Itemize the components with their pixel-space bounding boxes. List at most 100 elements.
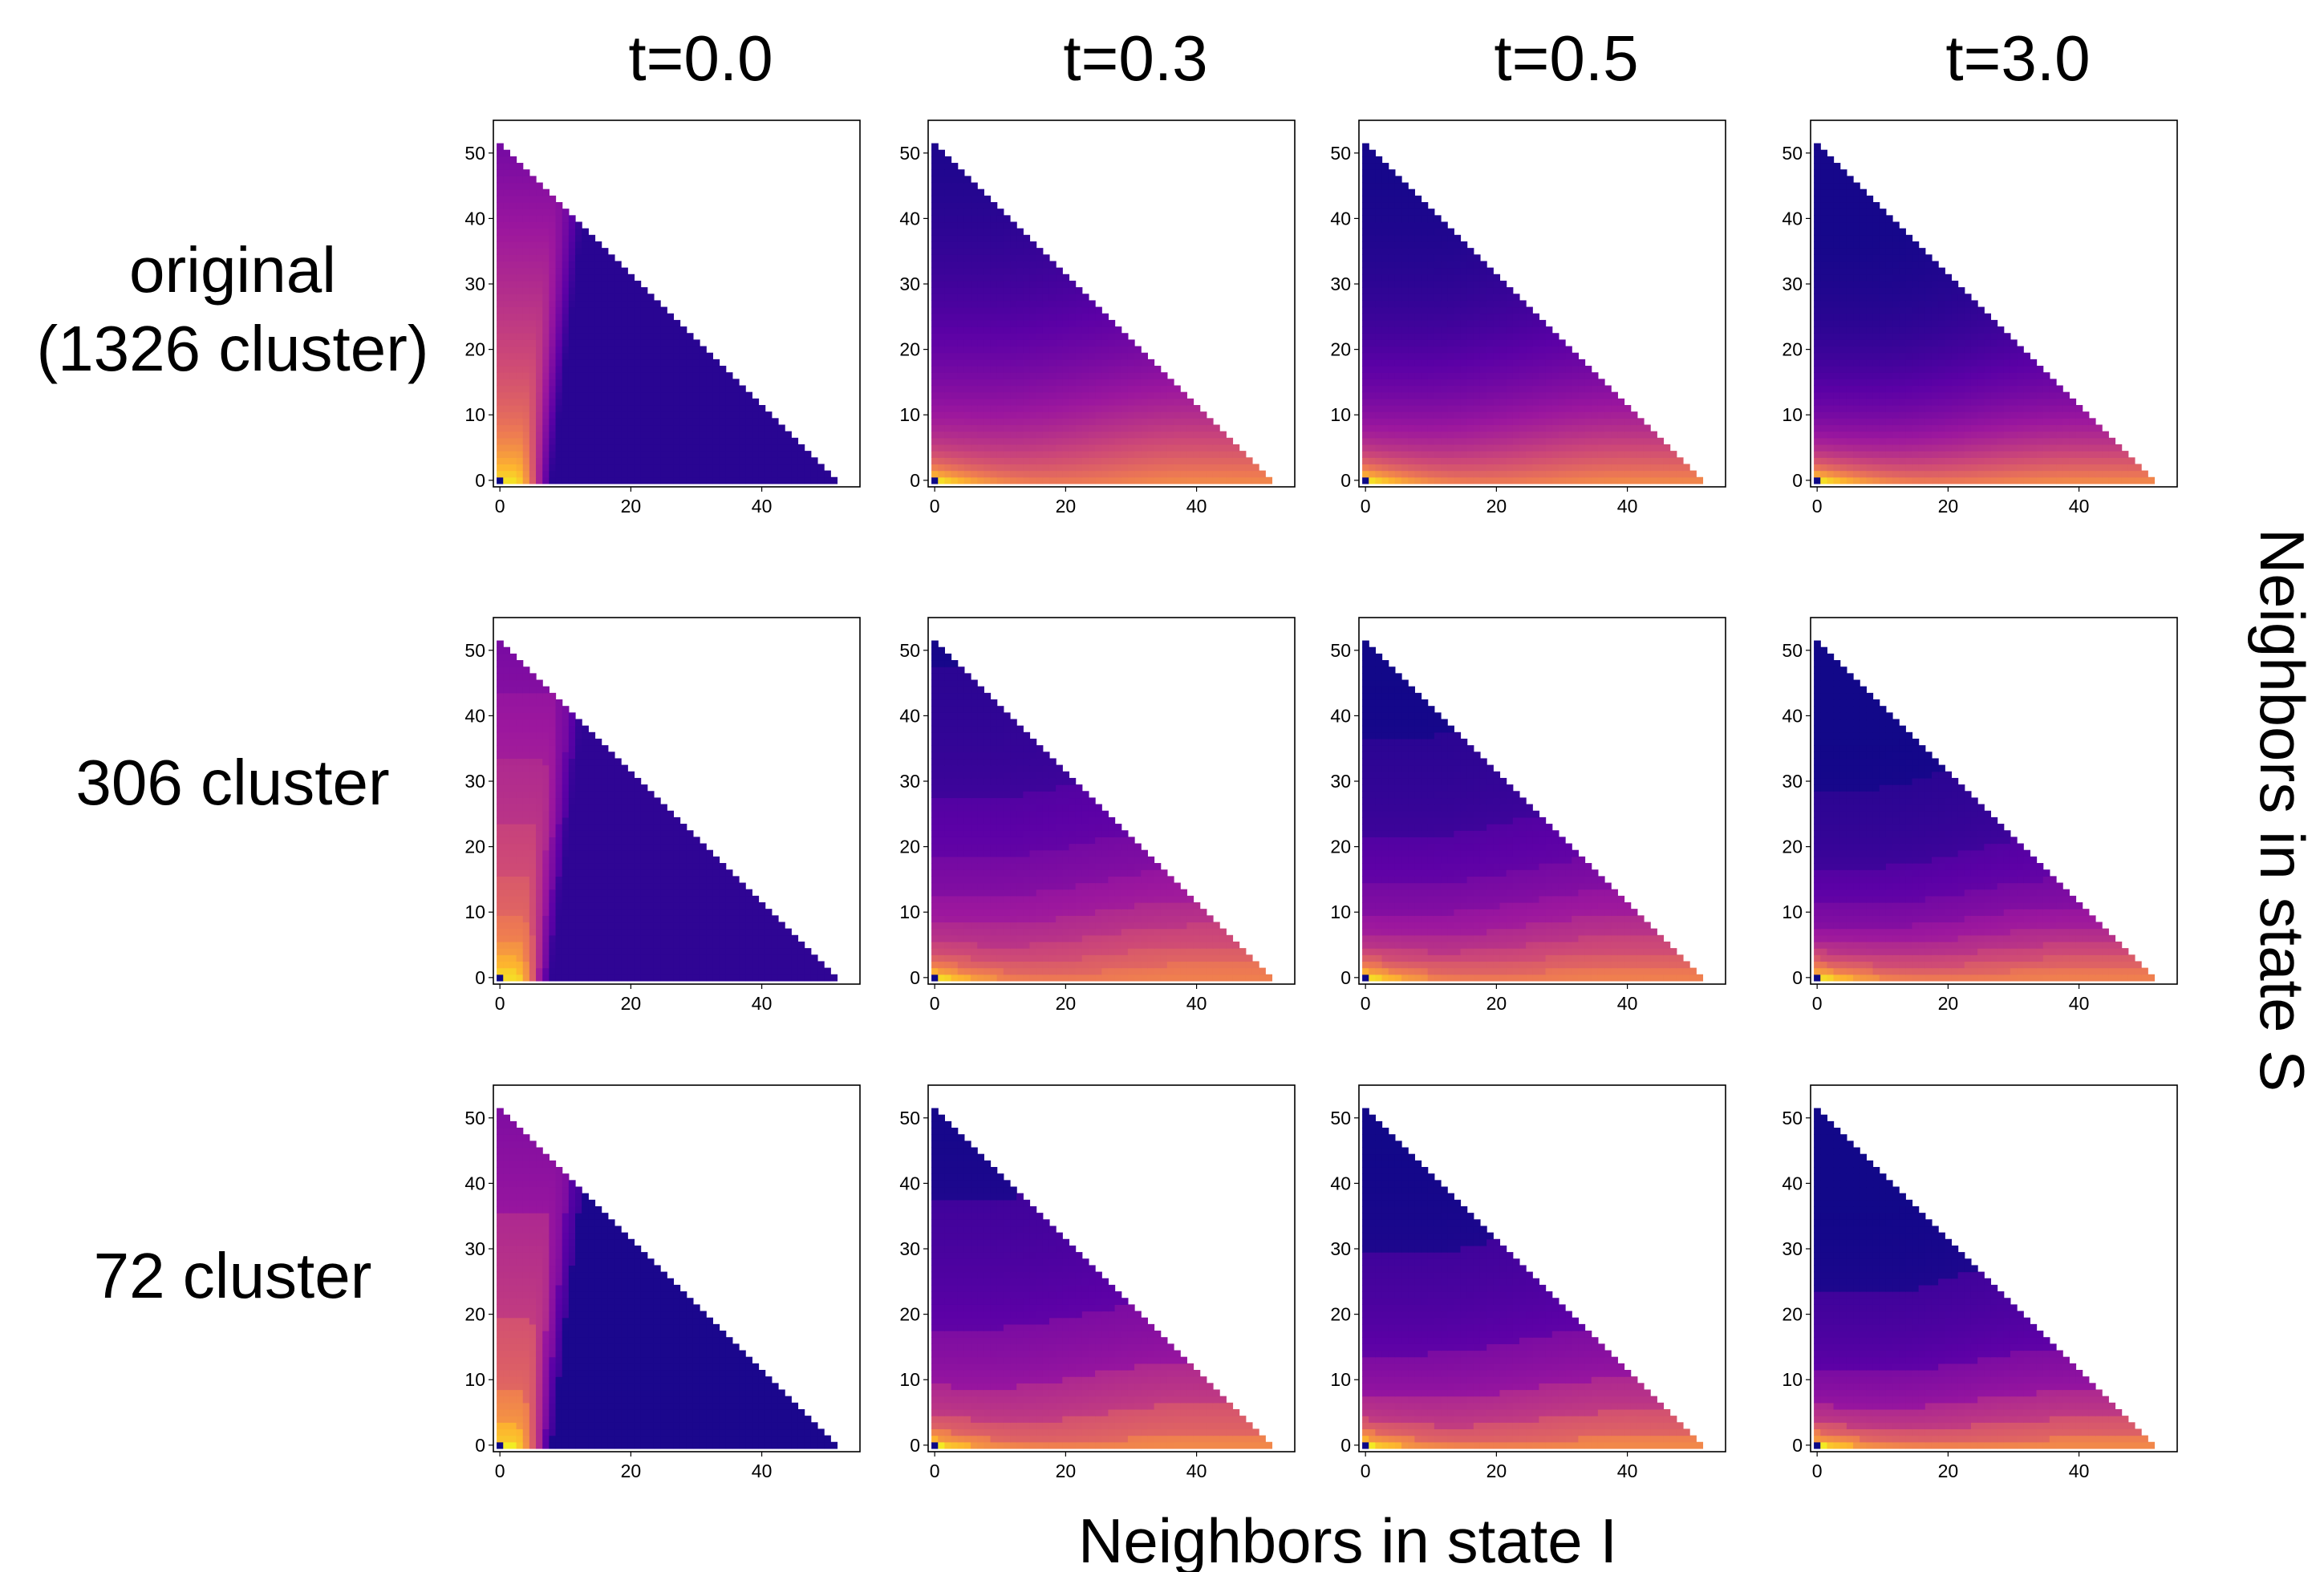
- heatmap-cell: [1048, 476, 1057, 484]
- heatmap-cell: [529, 319, 537, 327]
- heatmap-cell: [712, 404, 720, 412]
- heatmap-cell: [1839, 372, 1847, 379]
- heatmap-cell: [1206, 437, 1214, 445]
- heatmap-cell: [516, 431, 524, 439]
- heatmap-cell: [516, 215, 524, 223]
- heatmap-cell: [562, 444, 570, 452]
- heatmap-cell: [1899, 385, 1906, 393]
- heatmap-cell: [1003, 385, 1011, 393]
- heatmap-cell: [1401, 352, 1409, 360]
- heatmap-cell: [1036, 248, 1044, 255]
- heatmap-cell: [700, 444, 707, 452]
- heatmap-cell: [601, 451, 609, 458]
- heatmap-cell: [1663, 470, 1671, 478]
- heatmap-cell: [1682, 470, 1690, 478]
- heatmap-cell: [1401, 346, 1409, 354]
- heatmap-cell: [938, 411, 945, 419]
- heatmap-cell: [2017, 444, 2024, 452]
- heatmap-cell: [522, 476, 530, 484]
- heatmap-cell: [1473, 457, 1481, 465]
- heatmap-cell: [1924, 391, 1933, 399]
- heatmap-cell: [509, 234, 517, 242]
- heatmap-cell: [1212, 424, 1220, 432]
- heatmap-cell: [1369, 267, 1376, 275]
- heatmap-cell: [1212, 451, 1220, 458]
- heatmap-cell: [1872, 411, 1880, 419]
- heatmap-cell: [2075, 464, 2083, 472]
- heatmap-cell: [1499, 372, 1507, 379]
- heatmap-cell: [562, 300, 570, 308]
- heatmap-cell: [725, 431, 733, 439]
- heatmap-cell: [990, 319, 998, 327]
- heatmap-cell: [1447, 254, 1454, 262]
- heatmap-cell: [522, 267, 530, 275]
- heatmap-cell: [679, 404, 687, 412]
- heatmap-cell: [990, 346, 998, 354]
- heatmap-cell: [549, 306, 557, 314]
- heatmap-cell: [1414, 294, 1422, 302]
- heatmap-cell: [1369, 209, 1376, 216]
- heatmap-cell: [1388, 202, 1396, 209]
- heatmap-cell: [1081, 431, 1089, 439]
- heatmap-cell: [1814, 391, 1821, 399]
- heatmap-cell: [1016, 241, 1024, 249]
- heatmap-cell: [1526, 431, 1533, 439]
- heatmap-cell: [1545, 333, 1553, 340]
- heatmap-cell: [1121, 398, 1129, 406]
- heatmap-cell: [1466, 366, 1474, 373]
- heatmap-cell: [516, 418, 524, 426]
- heatmap-cell: [2030, 431, 2038, 439]
- heatmap-cell: [1650, 444, 1657, 452]
- heatmap-cell: [1075, 424, 1083, 432]
- heatmap-cell: [555, 366, 563, 373]
- heatmap-cell: [1375, 313, 1383, 321]
- heatmap-cell: [2036, 437, 2044, 445]
- heatmap-cell: [686, 457, 694, 465]
- heatmap-cell: [1473, 398, 1481, 406]
- heatmap-cell: [1879, 372, 1887, 379]
- heatmap-cell: [1846, 464, 1854, 472]
- heatmap-cell: [1388, 319, 1396, 327]
- heatmap-cell: [1141, 431, 1148, 439]
- heatmap-cell: [1899, 444, 1906, 452]
- heatmap-cell: [1048, 431, 1057, 439]
- heatmap-cell: [1369, 248, 1376, 255]
- heatmap-cell: [1565, 404, 1572, 412]
- heatmap-cell: [1572, 476, 1579, 484]
- x-tick-label: 40: [1186, 496, 1207, 517]
- heatmap-cell: [1924, 451, 1933, 458]
- heatmap-cell: [1493, 464, 1501, 472]
- heatmap-cell: [1010, 372, 1017, 379]
- heatmap-cell: [1362, 267, 1369, 275]
- heatmap-cell: [588, 333, 596, 340]
- heatmap-cell: [1408, 372, 1415, 379]
- heatmap-cell: [951, 346, 959, 354]
- heatmap-cell: [679, 391, 687, 399]
- heatmap-cell: [1499, 418, 1507, 426]
- heatmap-cell: [1885, 476, 1893, 484]
- heatmap-cell: [1512, 444, 1520, 452]
- heatmap-cell: [1512, 300, 1520, 308]
- heatmap-cell: [1597, 431, 1605, 439]
- heatmap-cell: [679, 339, 687, 347]
- heatmap-cell: [601, 366, 609, 373]
- heatmap-cell: [758, 444, 766, 452]
- heatmap-cell: [1466, 306, 1474, 314]
- heatmap-cell: [522, 280, 530, 288]
- heatmap-cell: [1199, 437, 1207, 445]
- heatmap-cell: [536, 372, 543, 379]
- heatmap-cell: [1853, 379, 1860, 387]
- heatmap-cell: [1036, 280, 1044, 288]
- heatmap-cell: [1572, 457, 1579, 465]
- heatmap-cell: [1853, 424, 1860, 432]
- heatmap-cell: [673, 333, 681, 340]
- heatmap-cell: [1814, 451, 1821, 458]
- heatmap-cell: [1010, 261, 1017, 269]
- heatmap-cell: [739, 424, 746, 432]
- heatmap-cell: [1539, 339, 1547, 347]
- heatmap-cell: [601, 267, 609, 275]
- heatmap-cell: [503, 379, 510, 387]
- heatmap-cell: [1846, 398, 1854, 406]
- heatmap-cell: [1970, 457, 1978, 465]
- heatmap-cell: [1454, 352, 1462, 360]
